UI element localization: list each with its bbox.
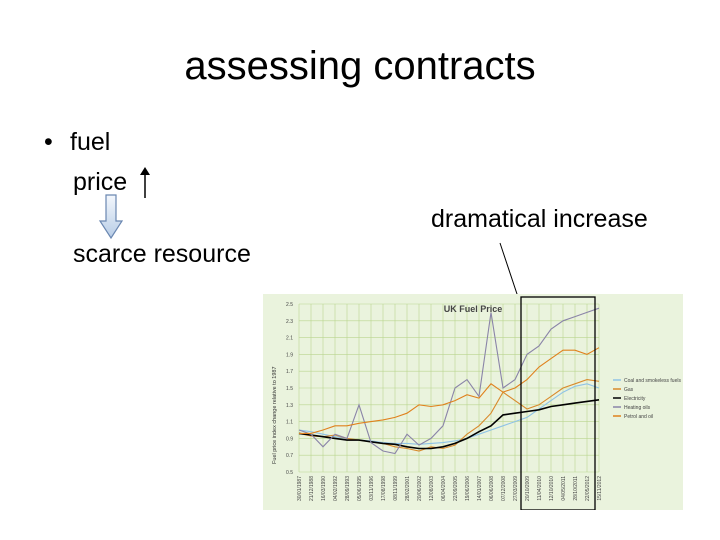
legend-label: Petrol and oil bbox=[624, 414, 653, 420]
scarce-resource-text: scarce resource bbox=[73, 240, 251, 268]
y-tick-label: 0.9 bbox=[286, 436, 293, 442]
x-tick-label: 22/05/2012 bbox=[585, 476, 591, 501]
x-tick-label: 20/06/2002 bbox=[417, 476, 423, 501]
x-tick-label: 14/01/2007 bbox=[477, 476, 483, 501]
bullet-dot: • bbox=[44, 128, 53, 156]
x-tick-label: 04/05/2011 bbox=[561, 476, 567, 501]
y-tick-label: 2.1 bbox=[286, 336, 293, 342]
chart-grid bbox=[298, 303, 600, 473]
x-tick-label: 12/08/2003 bbox=[429, 476, 435, 501]
y-tick-label: 0.5 bbox=[286, 470, 293, 476]
x-tick-label: 19/06/2006 bbox=[465, 476, 471, 501]
legend-label: Gas bbox=[624, 387, 634, 393]
x-tick-label: 06/06/2008 bbox=[489, 476, 495, 501]
x-tick-labels: 30/01/1987 21/12/1988 16/03/1990 04/02/1992… bbox=[297, 476, 603, 501]
x-tick-label: 08/11/1999 bbox=[393, 476, 399, 501]
y-tick-label: 1.3 bbox=[286, 403, 293, 409]
chart-background bbox=[263, 294, 683, 510]
callout-text: dramatical increase bbox=[431, 205, 648, 233]
x-tick-label: 27/03/2009 bbox=[513, 476, 519, 501]
fuel-price-chart: 2.5 2.3 2.1 1.9 1.7 1.5 1.3 1.1 0.9 0.7 0.5 30/01/… bbox=[263, 294, 683, 511]
x-tick-label: 22/09/2005 bbox=[453, 476, 459, 501]
y-tick-label: 2.5 bbox=[286, 302, 293, 308]
series-lines bbox=[298, 307, 600, 455]
y-tick-label: 0.7 bbox=[286, 453, 293, 459]
x-tick-label: 16/03/1990 bbox=[321, 476, 327, 501]
x-tick-label: 30/01/1987 bbox=[297, 476, 303, 501]
y-tick-labels: 2.5 2.3 2.1 1.9 1.7 1.5 1.3 1.1 0.9 0.7 0.5 bbox=[286, 302, 293, 476]
x-tick-label: 28/02/2001 bbox=[405, 476, 411, 501]
x-tick-label: 04/02/1992 bbox=[333, 476, 339, 501]
legend-label: Electricity bbox=[624, 396, 646, 402]
down-arrow-icon bbox=[98, 194, 124, 240]
chart-container: 2.5 2.3 2.1 1.9 1.7 1.5 1.3 1.1 0.9 0.7 0.5 30/01/… bbox=[263, 294, 683, 511]
y-tick-label: 1.9 bbox=[286, 352, 293, 358]
bullet-fuel: • fuel bbox=[44, 128, 110, 157]
chart-title: UK Fuel Price bbox=[444, 304, 503, 314]
bullet-text: fuel bbox=[70, 128, 111, 156]
series-line-electricity bbox=[298, 399, 600, 450]
x-tick-label: 21/12/1988 bbox=[309, 476, 315, 501]
x-tick-label: 28/09/1993 bbox=[345, 476, 351, 501]
legend-label: Coal and smokeless fuels bbox=[624, 378, 681, 384]
y-axis-label: Fuel price index change relative to 1987 bbox=[272, 366, 278, 464]
x-tick-label: 12/10/2010 bbox=[549, 476, 555, 501]
x-tick-label: 05/06/1995 bbox=[357, 476, 363, 501]
y-tick-label: 1.1 bbox=[286, 420, 293, 426]
x-tick-label: 20/10/2009 bbox=[525, 476, 531, 501]
series-line-heating-oils bbox=[298, 307, 600, 455]
chart-legend: Coal and smokeless fuels Gas Electricity He… bbox=[613, 378, 681, 420]
price-label: price bbox=[73, 168, 128, 196]
x-tick-label: 07/12/2008 bbox=[501, 476, 507, 501]
x-tick-label: 15/11/2012 bbox=[597, 476, 603, 501]
x-tick-label: 03/11/1996 bbox=[369, 476, 375, 501]
x-tick-label: 28/10/2011 bbox=[573, 476, 579, 501]
x-tick-label: 06/04/2004 bbox=[441, 476, 447, 501]
x-tick-label: 11/04/2010 bbox=[537, 476, 543, 501]
y-tick-label: 1.5 bbox=[286, 386, 293, 392]
y-tick-label: 2.3 bbox=[286, 319, 293, 325]
y-tick-label: 1.7 bbox=[286, 369, 293, 375]
x-tick-label: 17/08/1998 bbox=[381, 476, 387, 501]
series-line-petrol-and-oil bbox=[299, 347, 600, 434]
series-line-gas bbox=[298, 379, 600, 452]
up-arrow-icon bbox=[140, 167, 150, 198]
slide-title: assessing contracts bbox=[184, 44, 536, 88]
legend-label: Heating oils bbox=[624, 405, 651, 411]
